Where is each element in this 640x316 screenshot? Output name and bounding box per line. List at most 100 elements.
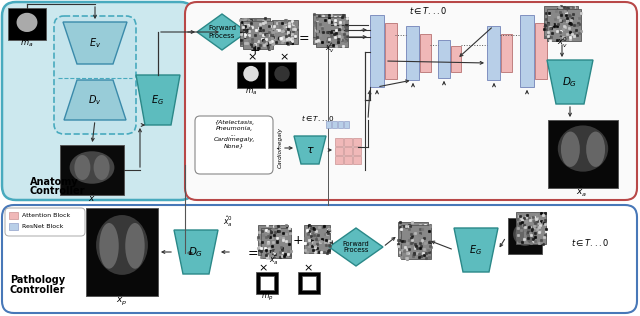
Bar: [260, 276, 274, 290]
Bar: [344, 156, 352, 164]
Text: $t \in T...0$: $t \in T...0$: [571, 236, 609, 247]
Text: $t \in T...0$: $t \in T...0$: [409, 4, 447, 15]
Text: $\hat{x}_v^0$: $\hat{x}_v^0$: [557, 34, 568, 50]
Text: Cardiomegaly: Cardiomegaly: [278, 127, 282, 168]
Ellipse shape: [586, 131, 605, 167]
Polygon shape: [64, 80, 126, 120]
Bar: [316, 17, 348, 47]
Text: $\hat{x}_v^t$: $\hat{x}_v^t$: [325, 40, 335, 56]
Bar: [344, 138, 352, 146]
Text: $\hat{x}_a^0$: $\hat{x}_a^0$: [223, 215, 233, 229]
Bar: [272, 20, 298, 44]
Bar: [406, 26, 419, 80]
Bar: [398, 222, 428, 256]
Text: $E_G$: $E_G$: [470, 243, 483, 257]
Bar: [516, 212, 546, 244]
Text: $\hat{x}_a^t$: $\hat{x}_a^t$: [269, 252, 279, 267]
Text: $\times$: $\times$: [258, 263, 268, 273]
Bar: [243, 21, 273, 49]
Bar: [240, 18, 270, 46]
Bar: [385, 23, 397, 79]
Text: Controller: Controller: [10, 285, 65, 295]
FancyBboxPatch shape: [185, 2, 637, 200]
Ellipse shape: [17, 13, 38, 32]
Ellipse shape: [516, 225, 524, 243]
Bar: [547, 9, 581, 41]
Bar: [256, 272, 278, 294]
Text: $D_G$: $D_G$: [188, 245, 204, 259]
Text: $+$: $+$: [250, 44, 260, 57]
Polygon shape: [136, 75, 180, 125]
Text: $=$: $=$: [245, 246, 259, 258]
Bar: [338, 121, 343, 128]
Bar: [438, 40, 450, 78]
Bar: [60, 145, 124, 195]
Bar: [335, 147, 343, 155]
Polygon shape: [294, 136, 326, 164]
Polygon shape: [454, 228, 498, 272]
Text: $\times$: $\times$: [279, 52, 289, 62]
Bar: [9, 212, 18, 219]
Text: Anatomy: Anatomy: [30, 177, 79, 187]
Ellipse shape: [275, 66, 290, 82]
Polygon shape: [547, 60, 593, 104]
Ellipse shape: [125, 223, 145, 269]
Ellipse shape: [96, 215, 148, 275]
Text: Forward
Process: Forward Process: [342, 240, 369, 253]
FancyBboxPatch shape: [5, 208, 85, 236]
FancyBboxPatch shape: [2, 2, 194, 200]
Bar: [344, 121, 349, 128]
Bar: [401, 225, 431, 259]
Bar: [487, 26, 500, 80]
Bar: [370, 15, 384, 87]
Text: {Atelectasis,
Pneumonia,
...
Cardimegaly,
None}: {Atelectasis, Pneumonia, ... Cardimegaly…: [213, 120, 255, 148]
Polygon shape: [174, 230, 218, 274]
Bar: [344, 147, 352, 155]
Text: $t \in T...0$: $t \in T...0$: [301, 113, 335, 123]
Text: Controller: Controller: [30, 186, 86, 196]
Ellipse shape: [243, 66, 259, 82]
Ellipse shape: [70, 151, 115, 184]
Bar: [535, 23, 547, 79]
Bar: [261, 228, 291, 258]
Bar: [302, 276, 316, 290]
Text: $E_G$: $E_G$: [152, 93, 164, 107]
Text: $\hat{x}$: $\hat{x}$: [88, 192, 96, 204]
Text: $\tau$: $\tau$: [306, 145, 314, 155]
Bar: [420, 34, 431, 72]
Text: $D_G$: $D_G$: [563, 75, 578, 89]
Bar: [326, 121, 331, 128]
Ellipse shape: [99, 223, 119, 269]
Polygon shape: [197, 14, 247, 50]
Text: $m_a$: $m_a$: [20, 39, 34, 49]
FancyBboxPatch shape: [2, 205, 637, 313]
Text: $\hat{x}_p$: $\hat{x}_p$: [116, 293, 128, 307]
Bar: [86, 208, 158, 296]
Bar: [8, 8, 46, 40]
Bar: [335, 156, 343, 164]
Polygon shape: [63, 22, 127, 64]
Ellipse shape: [93, 155, 109, 180]
Text: Pathology: Pathology: [10, 275, 65, 285]
Text: $\hat{x}_a$: $\hat{x}_a$: [577, 185, 588, 199]
Text: $E_v$: $E_v$: [89, 36, 101, 50]
Text: ResNet Block: ResNet Block: [22, 224, 63, 229]
Bar: [353, 147, 361, 155]
Bar: [544, 6, 578, 38]
FancyBboxPatch shape: [54, 16, 136, 134]
Polygon shape: [329, 228, 383, 266]
Text: $\times$: $\times$: [247, 52, 257, 62]
FancyBboxPatch shape: [195, 116, 273, 174]
Ellipse shape: [561, 131, 580, 167]
Ellipse shape: [513, 222, 537, 246]
Bar: [548, 120, 618, 188]
Text: $+$: $+$: [292, 234, 303, 246]
Bar: [353, 156, 361, 164]
Bar: [332, 121, 337, 128]
Bar: [313, 14, 345, 44]
Bar: [237, 62, 265, 88]
Bar: [335, 138, 343, 146]
Text: Forward
Process: Forward Process: [208, 26, 236, 39]
Bar: [9, 223, 18, 230]
Text: $m_p$: $m_p$: [260, 291, 273, 302]
